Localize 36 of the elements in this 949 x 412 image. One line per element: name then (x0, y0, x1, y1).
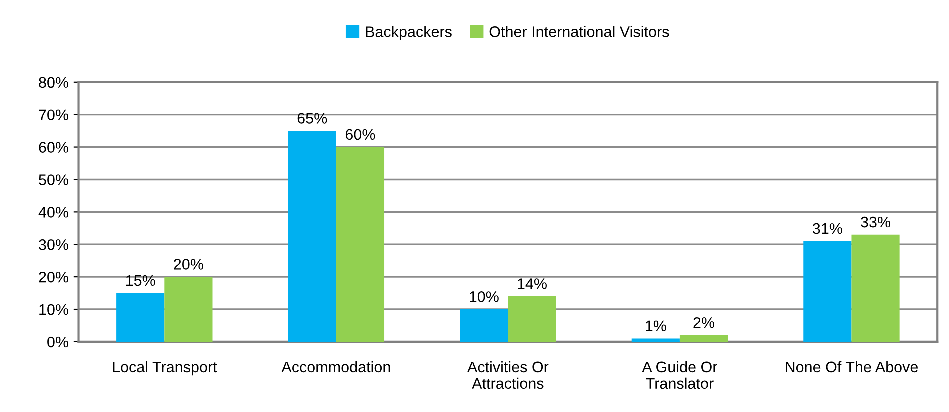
x-tick-label: None Of The Above (786, 361, 918, 373)
bar (336, 147, 385, 342)
legend-label: Backpackers (366, 26, 452, 40)
y-tick-label: 30% (39, 239, 68, 250)
y-tick-label: 40% (38, 207, 68, 218)
y-tick-label: 10% (40, 304, 68, 316)
bar (852, 234, 900, 342)
y-tick-label: 50% (39, 174, 68, 186)
data-label: 60% (346, 129, 376, 140)
data-label: 2% (694, 317, 715, 328)
data-label: 31% (812, 223, 842, 234)
data-label: 14% (518, 278, 547, 290)
x-tick-label: Accommodation (282, 361, 390, 373)
bar (508, 296, 556, 342)
y-tick-label: 80% (39, 77, 68, 88)
bar (632, 338, 680, 342)
legend-label: Other International Visitors (490, 26, 670, 38)
bar (288, 131, 336, 342)
y-tick-label: 20% (39, 272, 68, 283)
bar (804, 241, 852, 342)
bar (460, 310, 508, 342)
x-tick-label: Activities Or Attractions (467, 361, 549, 390)
data-label: 20% (174, 259, 204, 270)
bar (680, 335, 728, 342)
data-label: 33% (861, 216, 891, 228)
x-tick-label: A Guide Or Translator (642, 361, 718, 390)
bar (164, 277, 213, 342)
y-tick-label: 70% (39, 110, 68, 121)
data-label: 15% (126, 275, 156, 286)
y-tick-label: 0% (48, 336, 68, 348)
x-tick-label: Local Transport (113, 361, 218, 376)
y-tick-label: 60% (39, 142, 68, 153)
data-label: 1% (646, 320, 666, 332)
data-label: 65% (298, 113, 328, 124)
bar (116, 293, 165, 342)
data-label: 10% (470, 292, 499, 302)
